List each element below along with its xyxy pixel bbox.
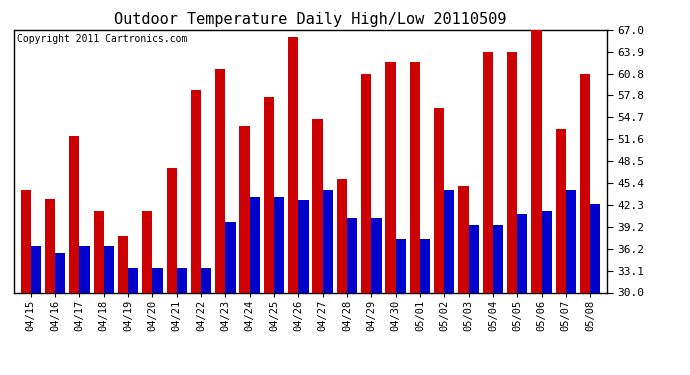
Bar [361, 74, 371, 292]
Bar [386, 62, 395, 292]
Bar [458, 186, 469, 292]
Title: Outdoor Temperature Daily High/Low 20110509: Outdoor Temperature Daily High/Low 20110… [115, 12, 506, 27]
Bar [250, 197, 260, 292]
Bar [347, 218, 357, 292]
Bar [518, 214, 527, 292]
Bar [542, 211, 552, 292]
Bar [152, 268, 163, 292]
Bar [420, 239, 430, 292]
Bar [298, 200, 308, 292]
Bar [104, 246, 114, 292]
Bar [493, 225, 503, 292]
Bar [555, 129, 566, 292]
Bar [94, 211, 104, 292]
Bar [531, 30, 542, 292]
Bar [323, 190, 333, 292]
Bar [79, 246, 90, 292]
Bar [264, 98, 274, 292]
Bar [177, 268, 187, 292]
Bar [337, 179, 347, 292]
Bar [191, 90, 201, 292]
Bar [128, 268, 138, 292]
Bar [226, 222, 235, 292]
Bar [55, 254, 66, 292]
Bar [239, 126, 250, 292]
Bar [288, 37, 298, 292]
Bar [313, 118, 323, 292]
Bar [507, 52, 518, 292]
Bar [371, 218, 382, 292]
Bar [483, 52, 493, 292]
Bar [69, 136, 79, 292]
Bar [201, 268, 211, 292]
Bar [395, 239, 406, 292]
Bar [215, 69, 226, 292]
Text: Copyright 2011 Cartronics.com: Copyright 2011 Cartronics.com [17, 34, 187, 44]
Bar [31, 246, 41, 292]
Bar [142, 211, 152, 292]
Bar [580, 74, 590, 292]
Bar [118, 236, 128, 292]
Bar [444, 190, 455, 292]
Bar [166, 168, 177, 292]
Bar [469, 225, 479, 292]
Bar [21, 190, 31, 292]
Bar [434, 108, 444, 292]
Bar [274, 197, 284, 292]
Bar [45, 199, 55, 292]
Bar [566, 190, 576, 292]
Bar [410, 62, 420, 292]
Bar [590, 204, 600, 292]
